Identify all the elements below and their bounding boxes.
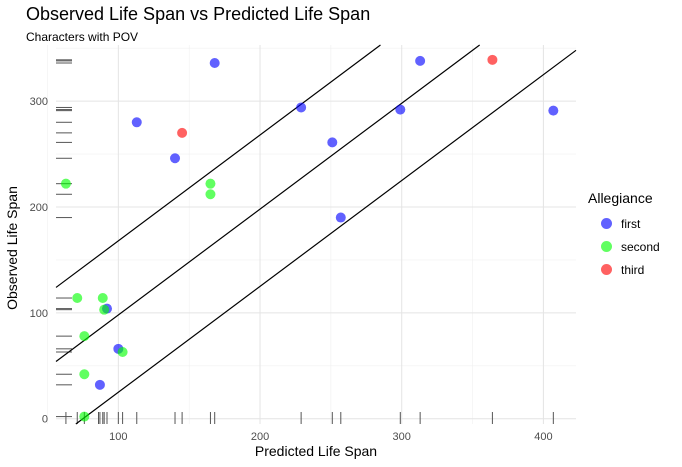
x-tick-label: 400 xyxy=(534,431,552,443)
data-point-first xyxy=(170,153,181,164)
data-point-first xyxy=(296,102,307,113)
data-point-first xyxy=(395,104,406,115)
legend-label: third xyxy=(621,262,645,277)
data-point-second xyxy=(117,347,128,358)
legend-swatch xyxy=(601,241,612,252)
data-point-second xyxy=(79,331,90,342)
data-point-second xyxy=(97,293,108,304)
legend: Allegiance first second third xyxy=(588,190,660,281)
reference-lines xyxy=(55,44,577,425)
data-point-second xyxy=(79,411,90,422)
chart-subtitle: Characters with POV xyxy=(26,30,139,44)
data-point-third xyxy=(487,54,498,65)
reference-line xyxy=(55,44,481,363)
y-axis-label: Observed Life Span xyxy=(4,186,20,310)
y-tick-label: 200 xyxy=(30,202,48,214)
legend-item-first: first xyxy=(588,212,660,235)
axes: 100 200 300 400 0 100 200 300 xyxy=(30,96,553,443)
data-point-first xyxy=(209,57,220,68)
chart-title: Observed Life Span vs Predicted Life Spa… xyxy=(26,4,371,24)
reference-line xyxy=(55,44,381,288)
legend-label: second xyxy=(621,239,660,254)
y-tick-label: 0 xyxy=(42,414,48,426)
data-point-first xyxy=(548,105,559,116)
x-tick-label: 200 xyxy=(251,431,269,443)
legend-item-second: second xyxy=(588,235,660,258)
data-point-second xyxy=(205,178,216,189)
reference-line xyxy=(75,49,577,425)
legend-item-third: third xyxy=(588,258,660,281)
data-point-first xyxy=(335,212,346,223)
y-tick-label: 100 xyxy=(30,308,48,320)
data-point-second xyxy=(72,293,83,304)
x-tick-label: 100 xyxy=(109,431,127,443)
data-points xyxy=(60,54,559,422)
x-axis-label: Predicted Life Span xyxy=(255,443,377,459)
data-point-first xyxy=(131,117,142,128)
data-point-second xyxy=(60,178,71,189)
legend-label: first xyxy=(621,216,641,231)
legend-title: Allegiance xyxy=(588,190,653,206)
x-tick-label: 300 xyxy=(393,431,411,443)
legend-swatch xyxy=(601,264,612,275)
data-point-first xyxy=(327,137,338,148)
data-point-second xyxy=(99,304,110,315)
data-point-third xyxy=(177,127,188,138)
data-point-second xyxy=(205,189,216,200)
rug-marks xyxy=(56,59,554,424)
legend-swatch xyxy=(601,218,612,229)
data-point-second xyxy=(79,369,90,380)
data-point-first xyxy=(94,379,105,390)
data-point-first xyxy=(415,55,426,66)
y-tick-label: 300 xyxy=(30,96,48,108)
